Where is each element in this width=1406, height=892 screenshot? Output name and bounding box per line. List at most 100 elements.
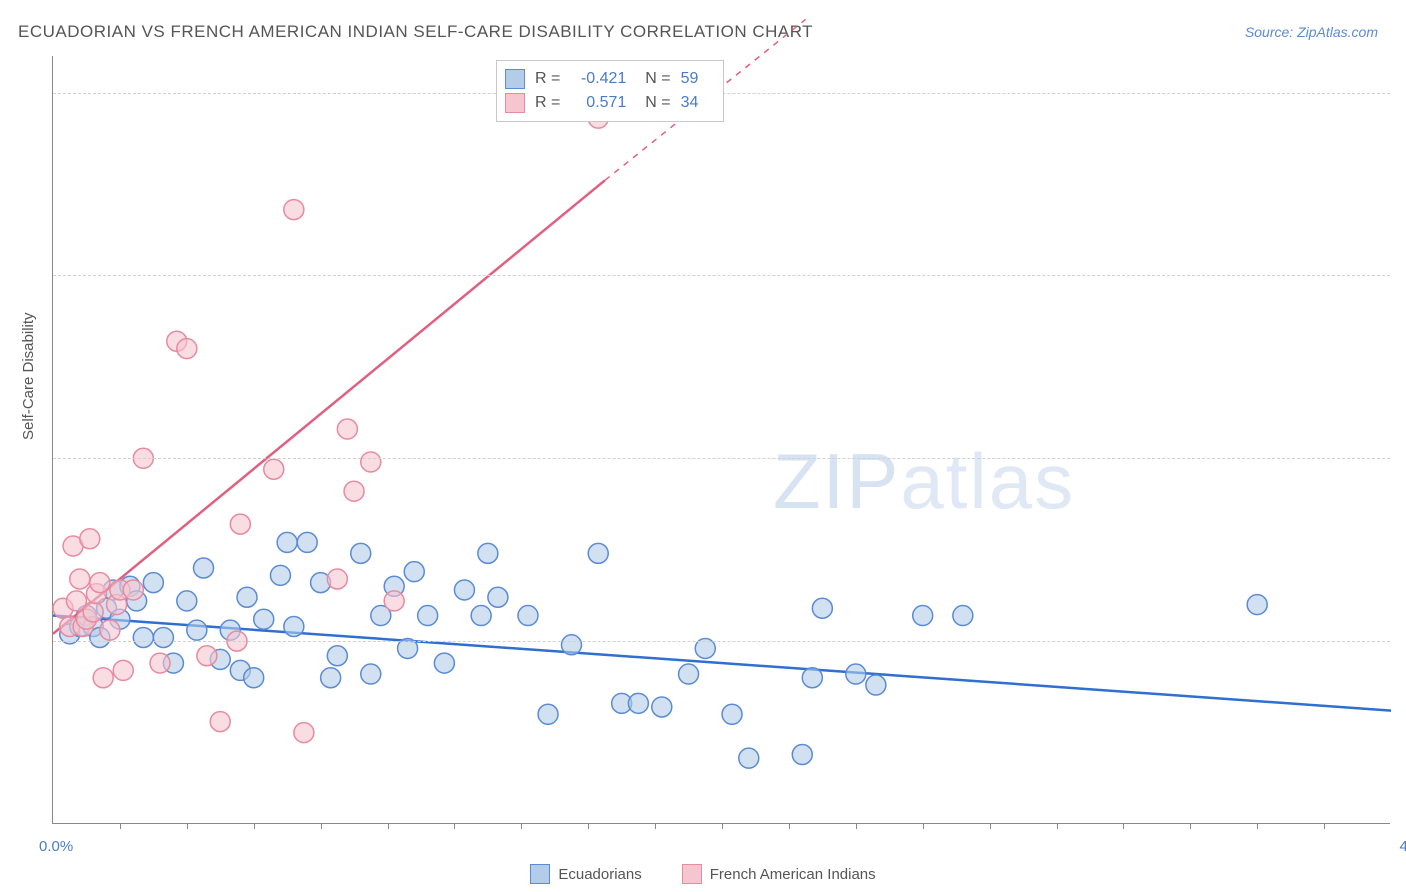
stat-r-label: R = bbox=[535, 94, 560, 112]
data-point bbox=[628, 693, 648, 713]
data-point bbox=[344, 481, 364, 501]
data-point bbox=[739, 748, 759, 768]
data-point bbox=[90, 573, 110, 593]
data-point bbox=[913, 606, 933, 626]
data-point bbox=[384, 591, 404, 611]
x-tick bbox=[120, 823, 121, 829]
x-tick bbox=[923, 823, 924, 829]
data-point bbox=[478, 543, 498, 563]
x-tick bbox=[990, 823, 991, 829]
data-point bbox=[418, 606, 438, 626]
x-tick bbox=[321, 823, 322, 829]
x-tick bbox=[722, 823, 723, 829]
data-point bbox=[194, 558, 214, 578]
data-point bbox=[434, 653, 454, 673]
data-point bbox=[187, 620, 207, 640]
data-point bbox=[652, 697, 672, 717]
data-point bbox=[471, 606, 491, 626]
data-point bbox=[123, 580, 143, 600]
data-point bbox=[284, 617, 304, 637]
data-point bbox=[93, 668, 113, 688]
data-point bbox=[361, 452, 381, 472]
data-point bbox=[153, 627, 173, 647]
data-point bbox=[538, 704, 558, 724]
data-point bbox=[177, 591, 197, 611]
x-tick bbox=[655, 823, 656, 829]
source-link[interactable]: Source: ZipAtlas.com bbox=[1245, 24, 1378, 40]
data-point bbox=[588, 543, 608, 563]
data-point bbox=[488, 587, 508, 607]
data-point bbox=[284, 200, 304, 220]
gridline-h bbox=[53, 458, 1390, 459]
data-point bbox=[270, 565, 290, 585]
legend-stats-row: R =-0.421 N =59 bbox=[505, 67, 709, 91]
data-point bbox=[351, 543, 371, 563]
stat-r-value: -0.421 bbox=[570, 70, 626, 88]
trend-line bbox=[53, 180, 605, 633]
x-tick bbox=[1324, 823, 1325, 829]
stat-n-value: 34 bbox=[681, 94, 709, 112]
gridline-h bbox=[53, 275, 1390, 276]
data-point bbox=[812, 598, 832, 618]
legend-item: Ecuadorians bbox=[530, 864, 641, 884]
gridline-h bbox=[53, 641, 1390, 642]
data-point bbox=[294, 723, 314, 743]
y-axis-label: Self-Care Disability bbox=[20, 312, 37, 440]
data-point bbox=[337, 419, 357, 439]
scatter-svg bbox=[53, 56, 1390, 823]
x-axis-end-label: 40.0% bbox=[1399, 838, 1406, 855]
x-tick bbox=[187, 823, 188, 829]
legend-stats-box: R =-0.421 N =59R =0.571 N =34 bbox=[496, 60, 724, 122]
legend-bottom: Ecuadorians French American Indians bbox=[0, 864, 1406, 884]
legend-swatch bbox=[505, 93, 525, 113]
stat-r-value: 0.571 bbox=[570, 94, 626, 112]
x-tick bbox=[588, 823, 589, 829]
data-point bbox=[327, 646, 347, 666]
data-point bbox=[1247, 595, 1267, 615]
legend-swatch bbox=[682, 864, 702, 884]
chart-title: ECUADORIAN VS FRENCH AMERICAN INDIAN SEL… bbox=[18, 22, 813, 42]
data-point bbox=[561, 635, 581, 655]
legend-swatch bbox=[530, 864, 550, 884]
plot-area: ZIPatlas 2.5%5.0%7.5%10.0%0.0%40.0% bbox=[52, 56, 1390, 824]
x-tick bbox=[388, 823, 389, 829]
data-point bbox=[454, 580, 474, 600]
data-point bbox=[210, 712, 230, 732]
x-tick bbox=[1123, 823, 1124, 829]
data-point bbox=[70, 569, 90, 589]
stat-n-value: 59 bbox=[681, 70, 709, 88]
data-point bbox=[244, 668, 264, 688]
data-point bbox=[846, 664, 866, 684]
data-point bbox=[237, 587, 257, 607]
data-point bbox=[133, 627, 153, 647]
x-tick bbox=[1190, 823, 1191, 829]
legend-item: French American Indians bbox=[682, 864, 876, 884]
data-point bbox=[866, 675, 886, 695]
data-point bbox=[254, 609, 274, 629]
data-point bbox=[100, 620, 120, 640]
data-point bbox=[177, 339, 197, 359]
stat-r-label: R = bbox=[535, 70, 560, 88]
trend-line bbox=[53, 616, 1391, 711]
data-point bbox=[230, 514, 250, 534]
data-point bbox=[197, 646, 217, 666]
data-point bbox=[264, 459, 284, 479]
data-point bbox=[327, 569, 347, 589]
legend-swatch bbox=[505, 69, 525, 89]
data-point bbox=[83, 602, 103, 622]
data-point bbox=[80, 529, 100, 549]
data-point bbox=[722, 704, 742, 724]
data-point bbox=[150, 653, 170, 673]
data-point bbox=[321, 668, 341, 688]
data-point bbox=[802, 668, 822, 688]
x-tick bbox=[1257, 823, 1258, 829]
data-point bbox=[518, 606, 538, 626]
legend-stats-row: R =0.571 N =34 bbox=[505, 91, 709, 115]
legend-label: French American Indians bbox=[710, 866, 876, 883]
data-point bbox=[113, 660, 133, 680]
x-axis-start-label: 0.0% bbox=[39, 838, 73, 855]
data-point bbox=[143, 573, 163, 593]
x-tick bbox=[856, 823, 857, 829]
x-tick bbox=[521, 823, 522, 829]
data-point bbox=[953, 606, 973, 626]
